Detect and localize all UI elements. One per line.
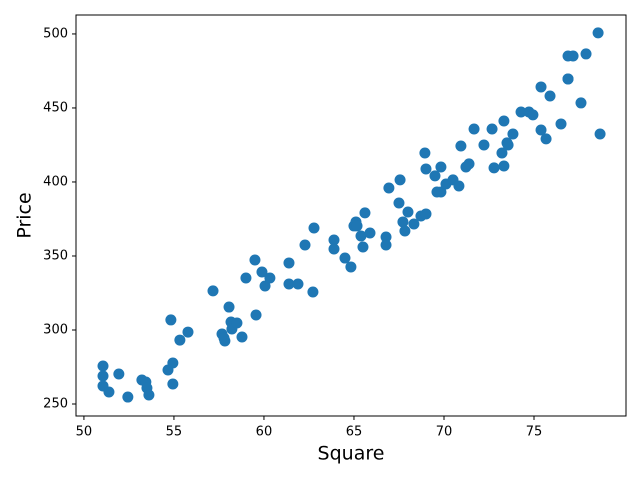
y-tick-label: 450	[43, 100, 68, 115]
point	[167, 378, 179, 390]
point	[182, 326, 194, 338]
y-axis-title: Price	[14, 192, 36, 238]
point	[380, 239, 392, 251]
point	[345, 261, 357, 273]
point	[496, 147, 508, 159]
point	[250, 309, 262, 321]
point	[359, 207, 371, 219]
point	[249, 254, 261, 266]
point	[143, 389, 155, 401]
x-tick-label: 70	[436, 425, 453, 440]
point	[264, 272, 276, 284]
point	[167, 357, 179, 369]
point	[486, 123, 498, 135]
point	[420, 163, 432, 175]
point	[544, 90, 556, 102]
point	[420, 208, 432, 220]
point	[555, 118, 567, 130]
point	[223, 301, 235, 313]
point	[397, 216, 409, 228]
point	[562, 73, 574, 85]
y-tick-label: 500	[43, 26, 68, 41]
point	[435, 186, 447, 198]
point	[419, 147, 431, 159]
point	[394, 174, 406, 186]
point	[380, 231, 392, 243]
point	[103, 386, 115, 398]
x-tick-label: 75	[526, 425, 543, 440]
point	[113, 368, 125, 380]
point	[478, 139, 490, 151]
point	[402, 206, 414, 218]
point	[580, 48, 592, 60]
point	[463, 158, 475, 170]
point	[455, 140, 467, 152]
point	[498, 160, 510, 172]
point	[165, 314, 177, 326]
x-axis-title: Square	[318, 443, 385, 465]
point	[498, 115, 510, 127]
y-tick-label: 350	[43, 248, 68, 263]
point	[256, 266, 268, 278]
x-tick-label: 50	[76, 425, 93, 440]
point	[592, 27, 604, 39]
point	[174, 334, 186, 346]
x-tick-label: 65	[346, 425, 363, 440]
point	[328, 234, 340, 246]
point	[408, 218, 420, 230]
y-tick-label: 250	[43, 397, 68, 412]
point	[535, 124, 547, 136]
point	[240, 272, 252, 284]
point	[259, 280, 271, 292]
point	[507, 128, 519, 140]
point	[515, 106, 527, 118]
y-tick-label: 300	[43, 322, 68, 337]
point	[399, 225, 411, 237]
point	[535, 81, 547, 93]
point	[283, 257, 295, 269]
point	[339, 252, 351, 264]
point	[429, 170, 441, 182]
point	[299, 239, 311, 251]
point	[488, 162, 500, 174]
x-tick-label: 60	[256, 425, 273, 440]
point	[97, 360, 109, 372]
point	[236, 331, 248, 343]
point	[207, 285, 219, 297]
point	[393, 197, 405, 209]
x-tick-label: 55	[166, 425, 183, 440]
point	[231, 317, 243, 329]
point	[594, 128, 606, 140]
point	[383, 182, 395, 194]
point	[435, 161, 447, 173]
y-tick-label: 400	[43, 174, 68, 189]
point	[218, 332, 230, 344]
point	[328, 243, 340, 255]
point	[308, 222, 320, 234]
plot-frame	[75, 14, 627, 417]
point	[364, 227, 376, 239]
point	[307, 286, 319, 298]
point	[351, 220, 363, 232]
point	[502, 139, 514, 151]
point	[97, 370, 109, 382]
point	[357, 241, 369, 253]
point	[468, 123, 480, 135]
point	[283, 278, 295, 290]
point	[567, 50, 579, 62]
point	[355, 230, 367, 242]
point	[292, 278, 304, 290]
point	[122, 391, 134, 403]
point	[575, 97, 587, 109]
point	[540, 133, 552, 145]
point	[453, 180, 465, 192]
point	[527, 109, 539, 121]
